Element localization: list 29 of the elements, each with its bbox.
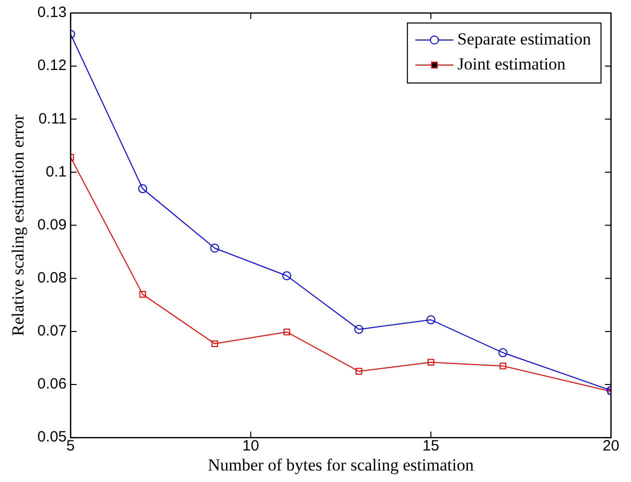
legend-label: Joint estimation (457, 54, 566, 74)
point (426, 315, 436, 324)
y-tick-label: 0.07 (37, 322, 67, 340)
x-tick-label: 5 (66, 438, 75, 455)
point (354, 324, 364, 334)
point (283, 328, 290, 336)
y-tick-label: 0.05 (37, 428, 67, 446)
y-tick-label: 0.13 (37, 4, 67, 22)
y-tick-label: 0.09 (37, 216, 67, 234)
x-tick-label: 15 (422, 438, 440, 455)
point (282, 271, 292, 280)
y-tick-label: 0.08 (37, 270, 67, 287)
x-tick-label: 10 (242, 438, 260, 455)
point (211, 340, 218, 347)
point (498, 348, 508, 358)
y-tick-label: 0.11 (38, 110, 67, 128)
y-tick-label: 0.06 (37, 376, 67, 393)
y-tick-label: 0.1 (46, 163, 67, 180)
y-tick-label: 0.12 (37, 57, 67, 74)
x-axis-title: Number of bytes for scaling estimation (208, 455, 474, 474)
point (139, 290, 146, 298)
x-tick-label: 20 (602, 438, 620, 455)
legend-label: Separate estimation (457, 29, 592, 48)
point (428, 358, 434, 366)
point (138, 184, 148, 194)
point (500, 362, 506, 370)
point (355, 368, 362, 375)
y-axis-title: Relative scaling estimation error (8, 114, 28, 336)
point (210, 244, 220, 253)
